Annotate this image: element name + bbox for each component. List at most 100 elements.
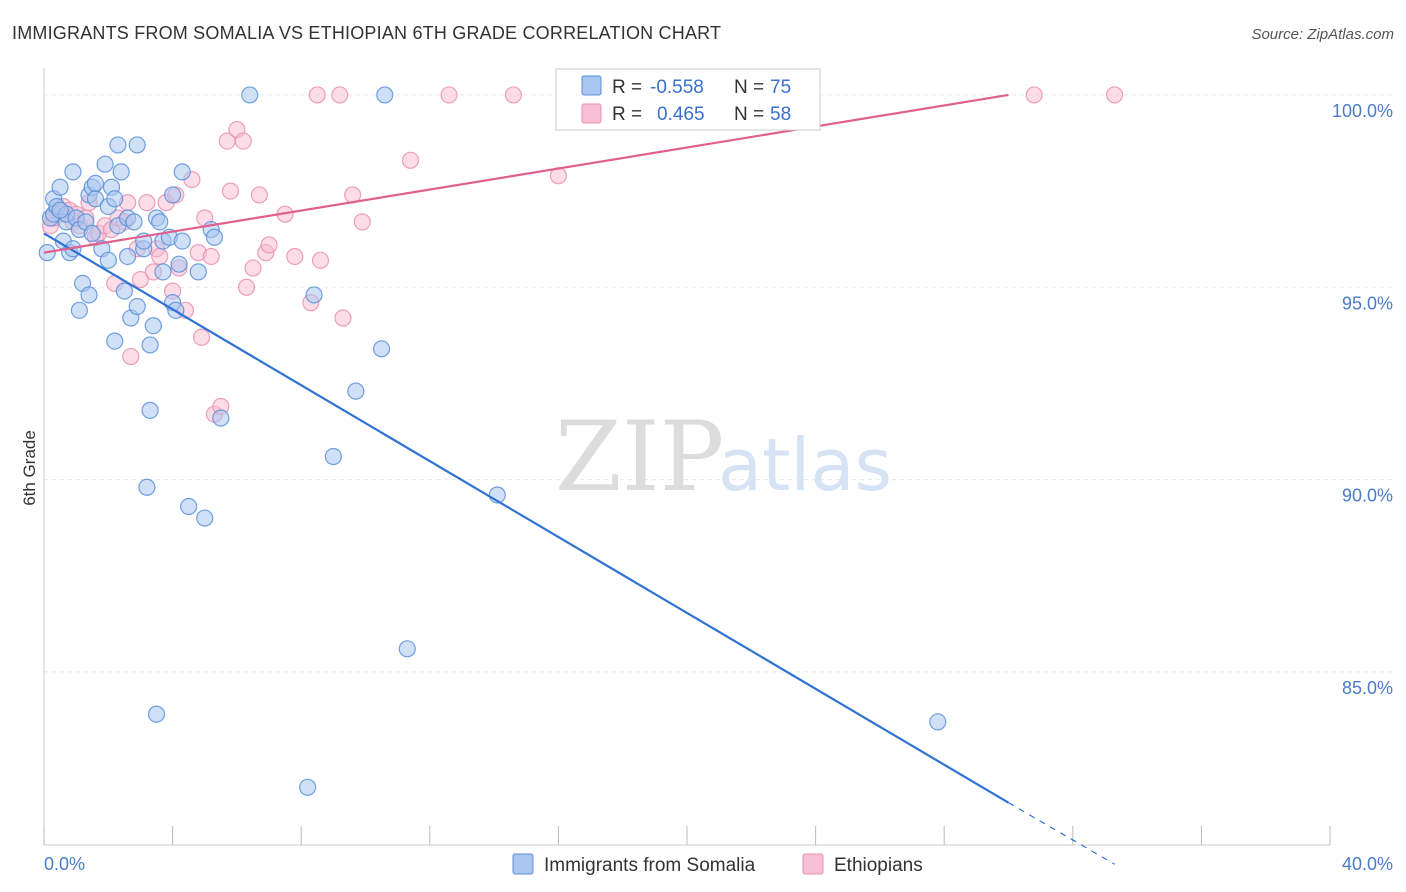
ethiopia-point-56 [440,86,458,104]
ethiopia-point-55 [401,151,420,169]
legend-ethiopia-n-label: N = [734,104,764,125]
somalia-point-49 [154,263,172,281]
somalia-point-47 [147,705,166,723]
somalia-point-74 [51,201,69,219]
y-axis-label: 6th Grade [20,430,39,506]
ethiopia-point-43 [244,259,262,277]
y-tick-label-2: 90.0% [1342,486,1393,506]
legend-somalia-r-value: -0.558 [650,77,704,98]
bottom-legend-ethiopia: Ethiopians [834,855,923,876]
somalia-point-71 [398,640,416,658]
somalia-point-24 [96,155,114,173]
somalia-point-5 [51,178,69,196]
ethiopia-point-41 [234,132,252,150]
y-tick-label-0: 100.0% [1332,101,1393,121]
ethiopia-point-46 [260,236,278,254]
somalia-point-33 [115,282,133,300]
somalia-trend-line [43,232,1010,804]
somalia-trend-extension [1008,802,1115,865]
somalia-point-14 [70,301,88,319]
somalia-point-35 [118,247,137,266]
watermark: ZIP atlas [555,401,892,513]
legend-ethiopia-r-label: R = [612,104,642,125]
somalia-point-55 [170,255,188,273]
y-tick-label-1: 95.0% [1342,293,1393,313]
ethiopia-point-35 [202,247,220,266]
ethiopia-point-25 [151,247,169,266]
somalia-point-73 [929,713,947,731]
somalia-point-42 [138,478,156,496]
y-tick-label-3: 85.0% [1342,678,1393,698]
ethiopia-point-39 [221,182,240,200]
ethiopia-point-22 [138,194,156,212]
x-tick-labels: 0.0% 40.0% [44,854,1393,874]
legend-ethiopia-r-value: 0.465 [657,104,705,125]
somalia-point-58 [180,497,198,516]
legend-swatch-ethiopia [581,103,602,124]
series-legend: Immigrants from Somalia Ethiopians [512,853,923,876]
somalia-point-59 [189,263,207,281]
ethiopia-point-57 [504,86,522,104]
ethiopia-point-48 [286,247,304,266]
gridlines [44,94,1392,673]
somalia-point-67 [324,447,342,466]
ethiopia-point-33 [192,328,211,346]
legend-ethiopia-n-value: 58 [770,104,791,125]
somalia-point-69 [372,340,391,358]
somalia-point-45 [144,317,162,335]
somalia-point-66 [305,286,323,304]
somalia-point-68 [347,382,365,400]
watermark-atlas: atlas [718,423,892,507]
somalia-point-19 [83,224,101,243]
trend-lines [43,93,1115,865]
somalia-point-57 [173,163,191,181]
legend-somalia-n-value: 75 [770,77,791,98]
x-tick-label-0: 0.0% [44,854,85,874]
chart-title: IMMIGRANTS FROM SOMALIA VS ETHIOPIAN 6TH… [12,23,721,43]
y-tick-labels: 100.0% 95.0% 90.0% 85.0% [1332,101,1393,698]
somalia-point-70 [376,86,394,104]
somalia-point-17 [80,286,98,304]
series-ethiopians-points [41,86,1124,423]
ethiopia-point-60 [1025,86,1043,104]
legend-swatch-somalia [581,75,602,96]
ethiopia-point-44 [250,186,269,204]
somalia-point-39 [128,136,146,154]
somalia-point-22 [86,174,105,192]
ethiopia-point-42 [237,278,256,296]
somalia-point-32 [112,163,130,181]
bottom-legend-somalia: Immigrants from Somalia [544,855,756,876]
ethiopia-point-54 [353,213,371,231]
ethiopia-point-52 [334,309,352,327]
somalia-point-11 [64,163,82,181]
somalia-point-60 [196,509,214,527]
bottom-legend-swatch-ethiopia [802,853,824,875]
somalia-point-30 [109,136,127,154]
somalia-point-44 [141,336,159,354]
somalia-point-65 [299,778,317,796]
x-tick-label-1: 40.0% [1342,854,1393,874]
ethiopia-point-50 [308,86,326,104]
somalia-point-29 [106,332,124,350]
somalia-point-62 [205,228,223,246]
legend-somalia-r-label: R = [612,77,642,98]
axes [43,68,1331,846]
legend-somalia-n-label: N = [734,77,764,98]
somalia-point-48 [151,213,169,231]
chart-source: Source: ZipAtlas.com [1251,26,1394,43]
somalia-point-28 [106,190,124,208]
somalia-point-25 [99,251,117,269]
somalia-point-38 [128,297,146,316]
somalia-point-56 [173,232,191,250]
ethiopia-point-51 [331,86,349,104]
somalia-point-37 [125,213,143,231]
somalia-point-43 [141,401,159,419]
stats-legend: R = -0.558 N = 75 R = 0.465 N = 58 [555,68,821,131]
ethiopia-point-19 [122,347,140,366]
ethiopia-point-61 [1105,86,1124,104]
watermark-zip: ZIP [555,401,724,513]
ethiopia-trend-line [43,93,1009,254]
somalia-point-64 [241,86,259,104]
bottom-legend-swatch-somalia [512,853,534,875]
